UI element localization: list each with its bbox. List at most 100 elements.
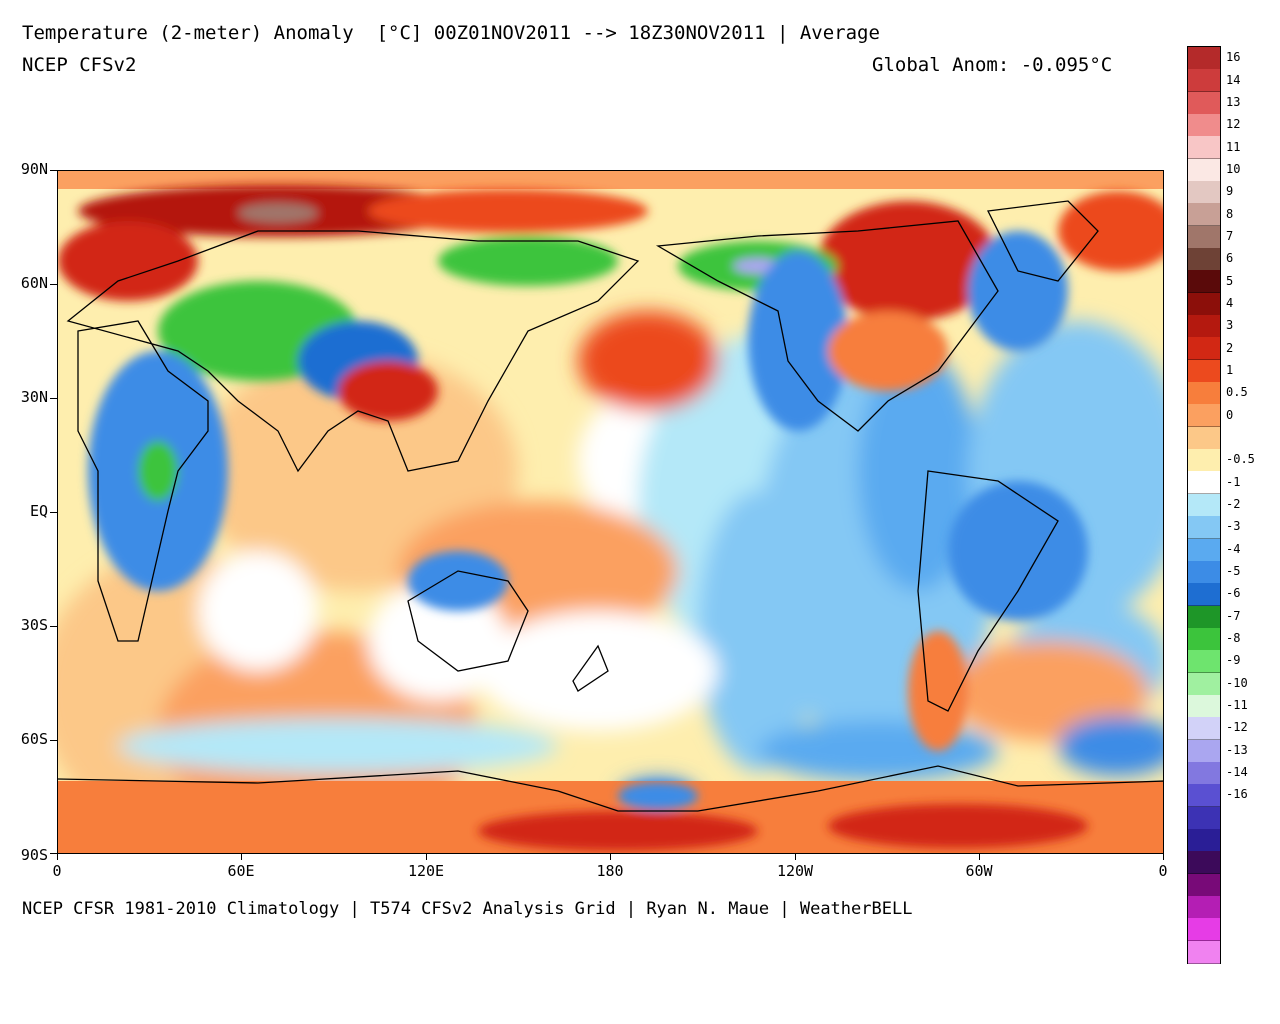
coastlines bbox=[58, 200, 1163, 812]
lat-label-30s: 30S bbox=[20, 616, 48, 634]
lon-label-0: 0 bbox=[52, 862, 62, 880]
lon-label-180: 180 bbox=[596, 862, 624, 880]
colorbar-segment bbox=[1188, 426, 1220, 450]
colorbar-segment bbox=[1188, 270, 1220, 294]
lon-label-60e: 60E bbox=[227, 862, 255, 880]
lon-tick bbox=[1163, 854, 1164, 860]
colorbar-label: 8 bbox=[1226, 206, 1234, 221]
lat-label-90s: 90S bbox=[20, 846, 48, 864]
colorbar-segment bbox=[1188, 784, 1220, 808]
colorbar-label: -7 bbox=[1226, 608, 1241, 623]
map-canvas bbox=[58, 171, 1163, 853]
colorbar-label: 13 bbox=[1226, 94, 1241, 109]
model-name: NCEP CFSv2 bbox=[22, 54, 137, 76]
lat-label-60n: 60N bbox=[20, 274, 48, 292]
colorbar-segment bbox=[1188, 47, 1220, 70]
colorbar-segment bbox=[1188, 895, 1220, 919]
colorbar-segment bbox=[1188, 717, 1220, 741]
colorbar-segment bbox=[1188, 940, 1220, 964]
lat-tick bbox=[50, 512, 57, 513]
colorbar-label: -2 bbox=[1226, 497, 1241, 511]
colorbar-label: -6 bbox=[1226, 586, 1241, 601]
lon-tick bbox=[610, 854, 611, 860]
colorbar-segment bbox=[1188, 538, 1220, 562]
lat-label-30n: 30N bbox=[20, 388, 48, 406]
colorbar-segment bbox=[1188, 806, 1220, 830]
colorbar-label: 1 bbox=[1226, 362, 1234, 377]
colorbar-segment bbox=[1188, 181, 1220, 205]
colorbar-segment bbox=[1188, 560, 1220, 584]
coast-australia bbox=[407, 570, 529, 672]
coast-eurasia bbox=[66, 230, 640, 473]
lon-tick bbox=[426, 854, 427, 860]
colorbar-segment bbox=[1188, 91, 1220, 115]
lon-tick bbox=[57, 854, 58, 860]
colorbar-segment bbox=[1188, 225, 1220, 249]
colorbar-label: 2 bbox=[1226, 340, 1234, 355]
coast-antarctica bbox=[58, 765, 1163, 812]
arctic-band bbox=[58, 171, 1163, 189]
colorbar-segment bbox=[1188, 493, 1220, 517]
lon-tick bbox=[795, 854, 796, 860]
lon-tick bbox=[979, 854, 980, 860]
lon-label-120w: 120W bbox=[776, 862, 814, 880]
colorbar-label: -12 bbox=[1226, 720, 1248, 735]
global-anomaly-value: Global Anom: -0.095°C bbox=[872, 54, 1113, 76]
lon-label-120e: 120E bbox=[407, 862, 445, 880]
colorbar-segment bbox=[1188, 761, 1220, 785]
colorbar-segment bbox=[1188, 382, 1220, 406]
colorbar-segment bbox=[1188, 248, 1220, 272]
colorbar-segment bbox=[1188, 203, 1220, 227]
colorbar-label: 9 bbox=[1226, 184, 1234, 199]
colorbar-segment bbox=[1188, 315, 1220, 339]
colorbar-label: -9 bbox=[1226, 653, 1241, 668]
colorbar-segment bbox=[1188, 739, 1220, 763]
colorbar-label: -16 bbox=[1226, 787, 1248, 802]
colorbar-segment bbox=[1188, 605, 1220, 629]
colorbar-label: -8 bbox=[1226, 631, 1241, 646]
lat-label-eq: EQ bbox=[29, 502, 48, 520]
anomaly-map bbox=[57, 170, 1164, 854]
colorbar-segment bbox=[1188, 828, 1220, 852]
colorbar-label: -10 bbox=[1226, 675, 1248, 690]
lat-tick bbox=[50, 398, 57, 399]
lat-tick bbox=[50, 626, 57, 627]
map-title: Temperature (2-meter) Anomaly [°C] 00Z01… bbox=[22, 22, 880, 44]
lat-tick bbox=[50, 740, 57, 741]
colorbar-segment bbox=[1188, 404, 1220, 428]
northern-anomalies bbox=[58, 185, 1163, 751]
coast-greenland bbox=[987, 200, 1099, 282]
credit-line: NCEP CFSR 1981-2010 Climatology | T574 C… bbox=[22, 899, 913, 919]
colorbar-segment bbox=[1188, 292, 1220, 316]
lat-label-60s: 60S bbox=[20, 730, 48, 748]
colorbar-label: -14 bbox=[1226, 765, 1248, 780]
colorbar-label: 10 bbox=[1226, 161, 1241, 176]
colorbar-label: -11 bbox=[1226, 698, 1248, 713]
colorbar-segment bbox=[1188, 873, 1220, 897]
colorbar-label: 11 bbox=[1226, 139, 1241, 154]
colorbar-label: 4 bbox=[1226, 295, 1234, 310]
lat-label-90n: 90N bbox=[20, 160, 48, 178]
lat-tick bbox=[50, 284, 57, 285]
lon-label-0-east: 0 bbox=[1158, 862, 1168, 880]
colorbar-label: -3 bbox=[1226, 519, 1241, 534]
colorbar-segment bbox=[1188, 337, 1220, 361]
colorbar-label: 5 bbox=[1226, 273, 1234, 288]
colorbar-label: -13 bbox=[1226, 742, 1248, 757]
colorbar-segment bbox=[1188, 114, 1220, 138]
colorbar-label: 12 bbox=[1226, 117, 1241, 132]
colorbar-label: -5 bbox=[1226, 564, 1241, 579]
lon-label-60w: 60W bbox=[965, 862, 993, 880]
colorbar-label: 0 bbox=[1226, 407, 1234, 422]
lat-tick bbox=[50, 853, 57, 854]
colorbar-label: 16 bbox=[1226, 50, 1241, 65]
colorbar-segment bbox=[1188, 359, 1220, 383]
colorbar-segment bbox=[1188, 516, 1220, 540]
coast-south-america bbox=[917, 470, 1059, 712]
colorbar-segment bbox=[1188, 136, 1220, 160]
colorbar-segment bbox=[1188, 471, 1220, 495]
colorbar-segment bbox=[1188, 69, 1220, 93]
colorbar-segment bbox=[1188, 449, 1220, 473]
colorbar-label: 14 bbox=[1226, 72, 1241, 87]
colorbar-segment bbox=[1188, 650, 1220, 674]
